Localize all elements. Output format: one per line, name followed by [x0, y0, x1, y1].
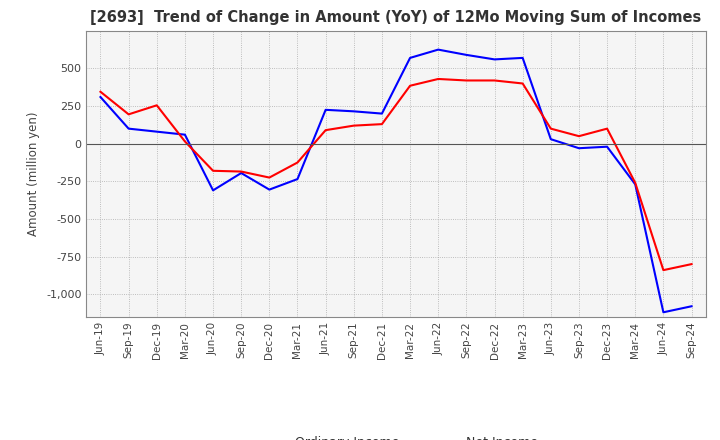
Net Income	[631, 180, 639, 186]
Ordinary Income	[125, 126, 133, 131]
Ordinary Income	[603, 144, 611, 149]
Net Income	[349, 123, 358, 128]
Ordinary Income	[546, 136, 555, 142]
Title: [2693]  Trend of Change in Amount (YoY) of 12Mo Moving Sum of Incomes: [2693] Trend of Change in Amount (YoY) o…	[91, 11, 701, 26]
Net Income	[490, 78, 499, 83]
Net Income	[181, 139, 189, 144]
Legend: Ordinary Income, Net Income: Ordinary Income, Net Income	[249, 431, 543, 440]
Net Income	[575, 133, 583, 139]
Ordinary Income	[181, 132, 189, 137]
Net Income	[687, 261, 696, 267]
Ordinary Income	[631, 182, 639, 187]
Ordinary Income	[659, 310, 667, 315]
Net Income	[96, 89, 105, 95]
Net Income	[603, 126, 611, 131]
Net Income	[406, 83, 415, 88]
Net Income	[462, 78, 471, 83]
Net Income	[546, 126, 555, 131]
Ordinary Income	[406, 55, 415, 61]
Ordinary Income	[321, 107, 330, 113]
Ordinary Income	[518, 55, 527, 61]
Ordinary Income	[349, 109, 358, 114]
Ordinary Income	[687, 304, 696, 309]
Net Income	[265, 175, 274, 180]
Ordinary Income	[96, 95, 105, 100]
Net Income	[518, 81, 527, 86]
Ordinary Income	[153, 129, 161, 134]
Line: Net Income: Net Income	[101, 79, 691, 270]
Ordinary Income	[293, 176, 302, 182]
Net Income	[209, 168, 217, 173]
Net Income	[153, 103, 161, 108]
Ordinary Income	[434, 47, 443, 52]
Ordinary Income	[490, 57, 499, 62]
Ordinary Income	[265, 187, 274, 192]
Y-axis label: Amount (million yen): Amount (million yen)	[27, 112, 40, 236]
Ordinary Income	[462, 52, 471, 58]
Ordinary Income	[209, 188, 217, 193]
Ordinary Income	[575, 146, 583, 151]
Net Income	[659, 268, 667, 273]
Net Income	[293, 160, 302, 165]
Net Income	[321, 128, 330, 133]
Ordinary Income	[377, 111, 386, 116]
Net Income	[377, 121, 386, 127]
Line: Ordinary Income: Ordinary Income	[101, 50, 691, 312]
Net Income	[434, 76, 443, 81]
Net Income	[125, 112, 133, 117]
Net Income	[237, 169, 246, 174]
Ordinary Income	[237, 170, 246, 176]
